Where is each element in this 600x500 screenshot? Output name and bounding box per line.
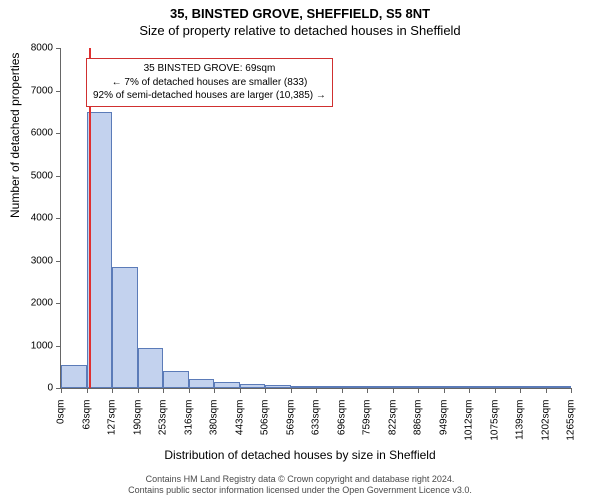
y-tick-mark [56, 346, 61, 347]
x-tick-mark [367, 388, 368, 393]
y-tick-label: 4000 [13, 213, 53, 224]
histogram-bar [112, 267, 138, 388]
x-tick-mark [393, 388, 394, 393]
y-tick-label: 8000 [13, 43, 53, 54]
histogram-bar [240, 384, 266, 388]
histogram-bar [61, 365, 87, 388]
y-tick-label: 0 [13, 383, 53, 394]
histogram-bar [316, 386, 342, 388]
x-tick-mark [571, 388, 572, 393]
x-tick-mark [342, 388, 343, 393]
y-tick-label: 3000 [13, 255, 53, 266]
x-tick-mark [316, 388, 317, 393]
x-tick-mark [112, 388, 113, 393]
x-tick-mark [546, 388, 547, 393]
footer-line-1: Contains HM Land Registry data © Crown c… [0, 474, 600, 485]
histogram-bar [469, 386, 495, 388]
x-tick-mark [61, 388, 62, 393]
y-tick-label: 6000 [13, 128, 53, 139]
histogram-bar [520, 386, 546, 388]
x-tick-mark [138, 388, 139, 393]
histogram-bar [393, 386, 419, 388]
x-tick-mark [495, 388, 496, 393]
histogram-bar [418, 386, 444, 388]
x-tick-mark [87, 388, 88, 393]
footer-attribution: Contains HM Land Registry data © Crown c… [0, 474, 600, 497]
x-tick-mark [418, 388, 419, 393]
x-axis-label: Distribution of detached houses by size … [0, 448, 600, 462]
y-tick-mark [56, 218, 61, 219]
annotation-box: 35 BINSTED GROVE: 69sqm← 7% of detached … [86, 58, 333, 107]
histogram-bar [546, 386, 572, 388]
histogram-bar [189, 379, 215, 388]
annotation-line: 35 BINSTED GROVE: 69sqm [93, 62, 326, 76]
histogram-bar [138, 348, 164, 388]
histogram-bar [342, 386, 368, 388]
y-tick-mark [56, 303, 61, 304]
title-sub: Size of property relative to detached ho… [0, 23, 600, 38]
x-tick-mark [291, 388, 292, 393]
histogram-bar [495, 386, 521, 388]
histogram-bar [265, 385, 291, 388]
x-tick-mark [520, 388, 521, 393]
histogram-bar [291, 386, 317, 388]
x-tick-mark [163, 388, 164, 393]
annotation-line: 92% of semi-detached houses are larger (… [93, 89, 326, 103]
footer-line-2: Contains public sector information licen… [0, 485, 600, 496]
y-tick-mark [56, 91, 61, 92]
y-tick-mark [56, 176, 61, 177]
y-tick-mark [56, 261, 61, 262]
x-tick-mark [444, 388, 445, 393]
x-tick-mark [189, 388, 190, 393]
title-main: 35, BINSTED GROVE, SHEFFIELD, S5 8NT [0, 0, 600, 21]
x-tick-mark [469, 388, 470, 393]
y-tick-label: 1000 [13, 340, 53, 351]
y-tick-mark [56, 133, 61, 134]
x-tick-mark [265, 388, 266, 393]
histogram-bar [163, 371, 189, 388]
histogram-bar [214, 382, 240, 388]
annotation-line: ← 7% of detached houses are smaller (833… [93, 76, 326, 90]
x-tick-mark [240, 388, 241, 393]
histogram-bar [367, 386, 393, 388]
y-tick-label: 5000 [13, 170, 53, 181]
y-tick-mark [56, 48, 61, 49]
y-tick-label: 7000 [13, 85, 53, 96]
x-tick-mark [214, 388, 215, 393]
histogram-bar [444, 386, 470, 388]
chart-container: 35, BINSTED GROVE, SHEFFIELD, S5 8NT Siz… [0, 0, 600, 500]
y-tick-label: 2000 [13, 298, 53, 309]
